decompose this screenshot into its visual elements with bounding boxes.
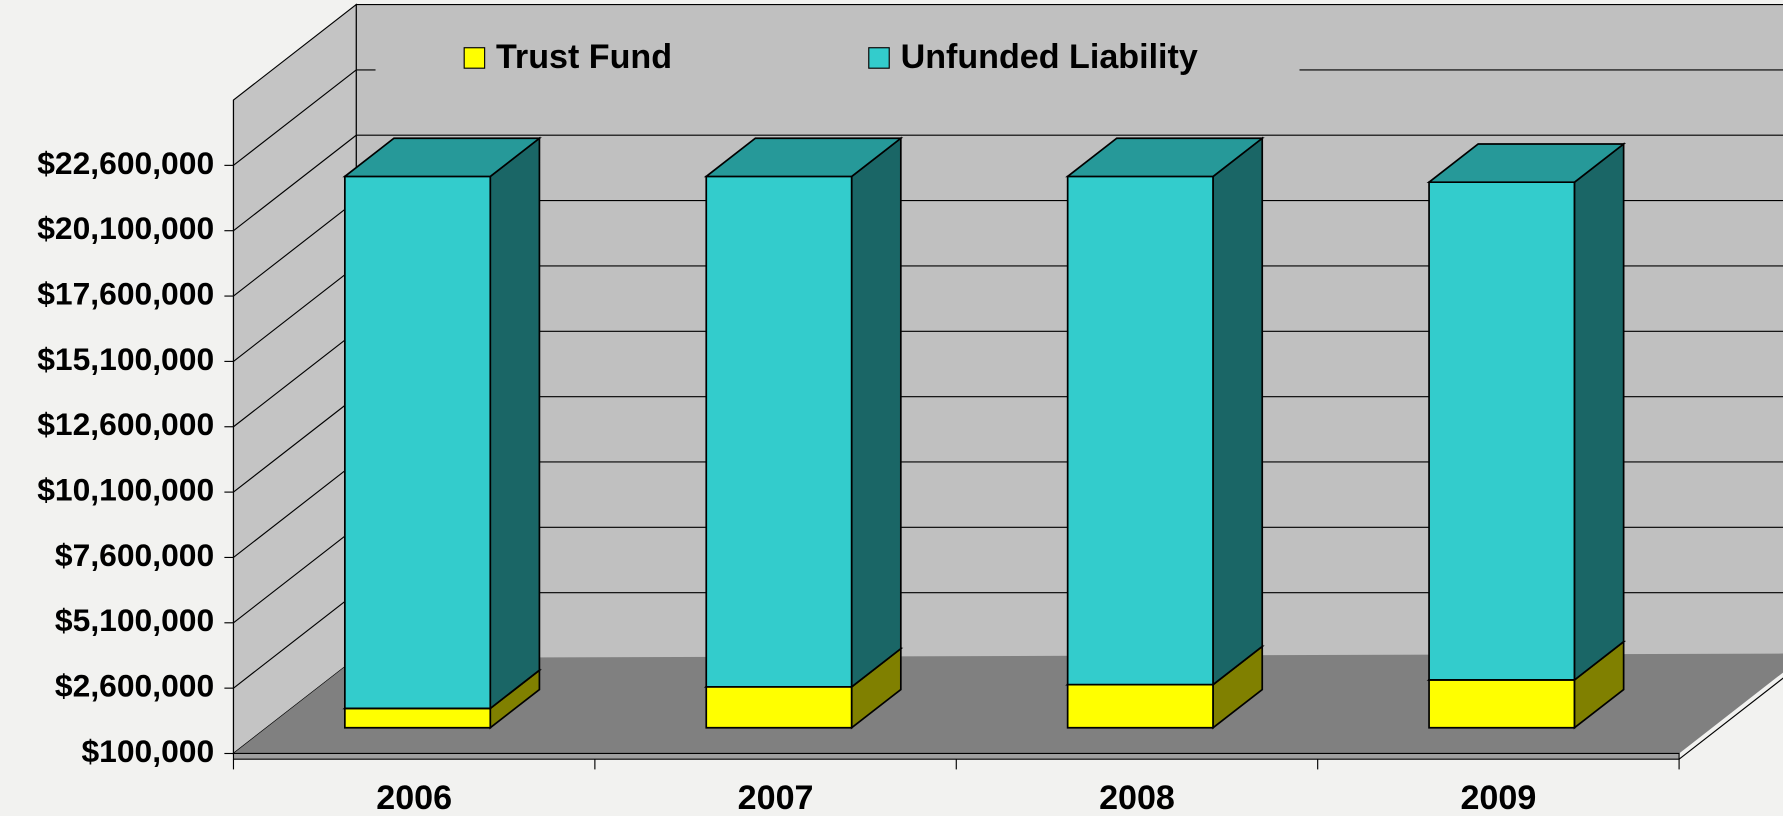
bar-top [342, 137, 542, 178]
bar-front [705, 175, 853, 688]
side-grid-line [233, 592, 357, 689]
side-grid-line [233, 69, 357, 166]
y-tick-label: $20,100,000 [37, 210, 214, 246]
bar-front [343, 707, 492, 729]
x-tick-label: 2006 [376, 779, 452, 816]
floor-edge [232, 752, 1680, 760]
legend-label: Unfunded Liability [901, 38, 1198, 76]
side-grid-line [233, 200, 357, 297]
y-tick-label: $22,600,000 [37, 145, 214, 181]
side-grid-line [233, 330, 357, 428]
side-grid-line [233, 396, 357, 493]
y-tick-label: $12,600,000 [37, 406, 214, 442]
bar-side [1212, 136, 1264, 687]
side-grid-line [233, 461, 357, 558]
axes: $100,000 $2,600,000 $5,100,000 $7,600,000 $1… [37, 100, 1680, 816]
bar-front [1428, 679, 1576, 729]
x-tick-label: 2009 [1460, 779, 1536, 816]
y-tick-label: $17,600,000 [37, 275, 214, 311]
legend-swatch [868, 47, 890, 69]
bar-top [1065, 137, 1265, 178]
bar-segment [1426, 142, 1627, 682]
y-tick-label: $15,100,000 [37, 341, 214, 377]
legend-box [375, 9, 1300, 132]
side-grid-line [233, 134, 357, 232]
bar-side [489, 136, 541, 711]
x-tick-label: 2008 [1099, 779, 1175, 816]
bar-side [1573, 142, 1625, 682]
floor [233, 653, 1783, 754]
bar-segment [703, 136, 904, 689]
y-tick-label: $2,600,000 [55, 668, 214, 704]
bars [342, 136, 1627, 730]
bar-side [850, 136, 902, 689]
legend-label: Trust Fund [496, 38, 672, 76]
bar-front [1066, 175, 1214, 686]
legend: Trust Fund Unfunded Liability [463, 38, 1198, 76]
side-grid-line [233, 526, 357, 624]
y-tick-label: $100,000 [81, 733, 214, 769]
bar-segment [342, 136, 542, 711]
side-grid-line [233, 265, 357, 362]
bar-front [1428, 181, 1576, 681]
x-tick-label: 2007 [738, 779, 814, 816]
y-tick-label: $5,100,000 [55, 602, 214, 638]
floor-right-edge [1678, 677, 1783, 760]
y-tick-label: $10,100,000 [37, 472, 214, 508]
y-tick-label: $7,600,000 [55, 537, 214, 573]
bar-segment [1065, 136, 1265, 687]
bar-front [343, 175, 492, 710]
bar-top [703, 137, 904, 178]
bar-top [1426, 143, 1627, 184]
bar-front [705, 685, 853, 729]
bar-front [1066, 683, 1214, 729]
legend-swatch [463, 47, 486, 69]
